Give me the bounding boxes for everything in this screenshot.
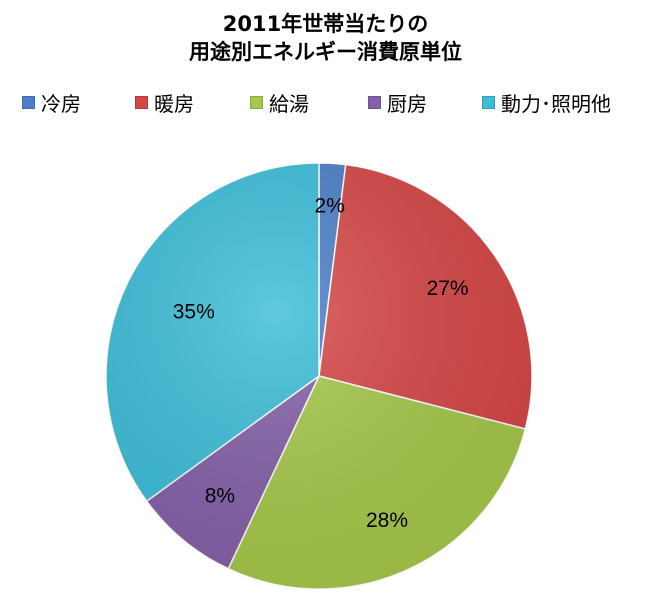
pie-label-kitchen: 8% bbox=[205, 484, 235, 507]
legend-label-kitchen: 厨房 bbox=[387, 92, 427, 116]
pie-label-heating: 27% bbox=[427, 277, 469, 300]
legend-label-cooling: 冷房 bbox=[41, 92, 81, 116]
legend-swatch-hot-water bbox=[250, 96, 263, 109]
legend-item-heating: 暖房 bbox=[135, 88, 194, 117]
chart-title-line1: 2011年世帯当たりの bbox=[222, 12, 429, 36]
legend-swatch-cooling bbox=[22, 96, 35, 109]
pie-label-cooling: 2% bbox=[315, 194, 345, 217]
legend-swatch-power-lighting bbox=[482, 96, 495, 109]
legend-item-kitchen: 厨房 bbox=[368, 88, 427, 117]
legend-item-power-lighting: 動力･照明他 bbox=[482, 88, 611, 117]
chart-title-line2: 用途別エネルギー消費原単位 bbox=[189, 40, 462, 64]
legend: 冷房 暖房 給湯 厨房 動力･照明他 bbox=[0, 88, 651, 118]
pie-label-hot-water: 28% bbox=[366, 509, 408, 532]
chart-title: 2011年世帯当たりの 用途別エネルギー消費原単位 bbox=[0, 10, 651, 66]
legend-swatch-heating bbox=[135, 96, 148, 109]
pie-label-power-lighting: 35% bbox=[173, 301, 215, 324]
legend-label-power-lighting: 動力･照明他 bbox=[501, 92, 611, 116]
legend-item-hot-water: 給湯 bbox=[250, 88, 309, 117]
legend-label-hot-water: 給湯 bbox=[269, 92, 309, 116]
legend-label-heating: 暖房 bbox=[154, 92, 194, 116]
legend-swatch-kitchen bbox=[368, 96, 381, 109]
legend-item-cooling: 冷房 bbox=[22, 88, 81, 117]
